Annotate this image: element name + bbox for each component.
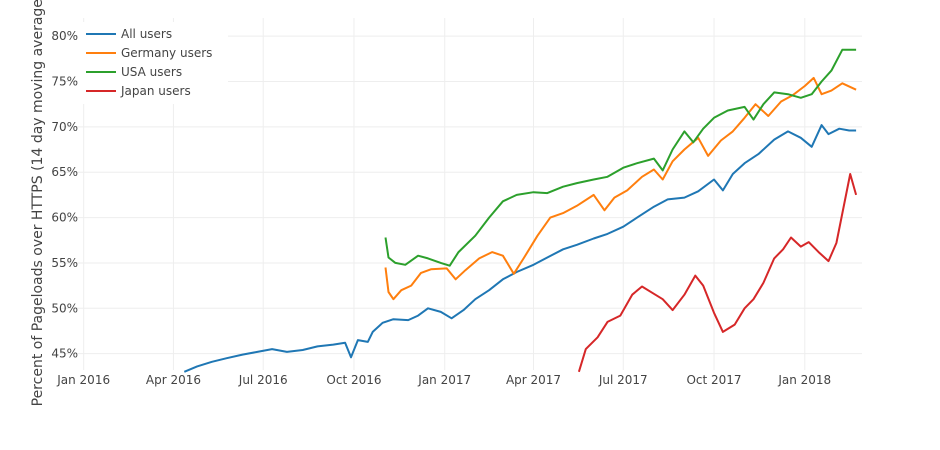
x-tick-label: Jul 2017	[598, 373, 648, 387]
legend: All users Germany users USA users Japan use…	[78, 22, 228, 104]
y-tick-label: 75%	[51, 75, 78, 89]
series-line-japan-users	[577, 173, 858, 373]
series-lines	[183, 48, 858, 373]
y-tick-label: 45%	[51, 347, 78, 361]
y-tick-label: 55%	[51, 256, 78, 270]
y-axis-label: Percent of Pageloads over HTTPS (14 day …	[30, 0, 46, 406]
gridlines	[60, 18, 862, 370]
series-line-all-users	[183, 124, 857, 373]
x-tick-label: Oct 2017	[686, 373, 741, 387]
y-tick-label: 80%	[51, 29, 78, 43]
y-tick-label: 65%	[51, 165, 78, 179]
legend-entry: Japan users	[120, 84, 191, 98]
y-axis-ticks: 45% 50% 55% 60% 65% 70% 75% 80%	[51, 29, 78, 361]
legend-entry: USA users	[121, 65, 182, 79]
series-line-usa-users	[384, 48, 857, 267]
y-tick-label: 50%	[51, 301, 78, 315]
x-tick-label: Jan 2017	[417, 373, 471, 387]
x-tick-label: Apr 2017	[506, 373, 561, 387]
x-tick-label: Apr 2016	[146, 373, 201, 387]
y-tick-label: 70%	[51, 120, 78, 134]
legend-entry: All users	[121, 27, 172, 41]
x-axis-ticks: Jan 2016 Apr 2016 Jul 2016 Oct 2016 Jan 2017…	[56, 373, 831, 387]
y-tick-label: 60%	[51, 211, 78, 225]
x-tick-label: Jan 2018	[777, 373, 831, 387]
legend-entry: Germany users	[121, 46, 212, 60]
x-tick-label: Oct 2016	[326, 373, 381, 387]
x-tick-label: Jul 2016	[238, 373, 288, 387]
series-line-germany-users	[384, 76, 857, 301]
x-tick-label: Jan 2016	[56, 373, 110, 387]
